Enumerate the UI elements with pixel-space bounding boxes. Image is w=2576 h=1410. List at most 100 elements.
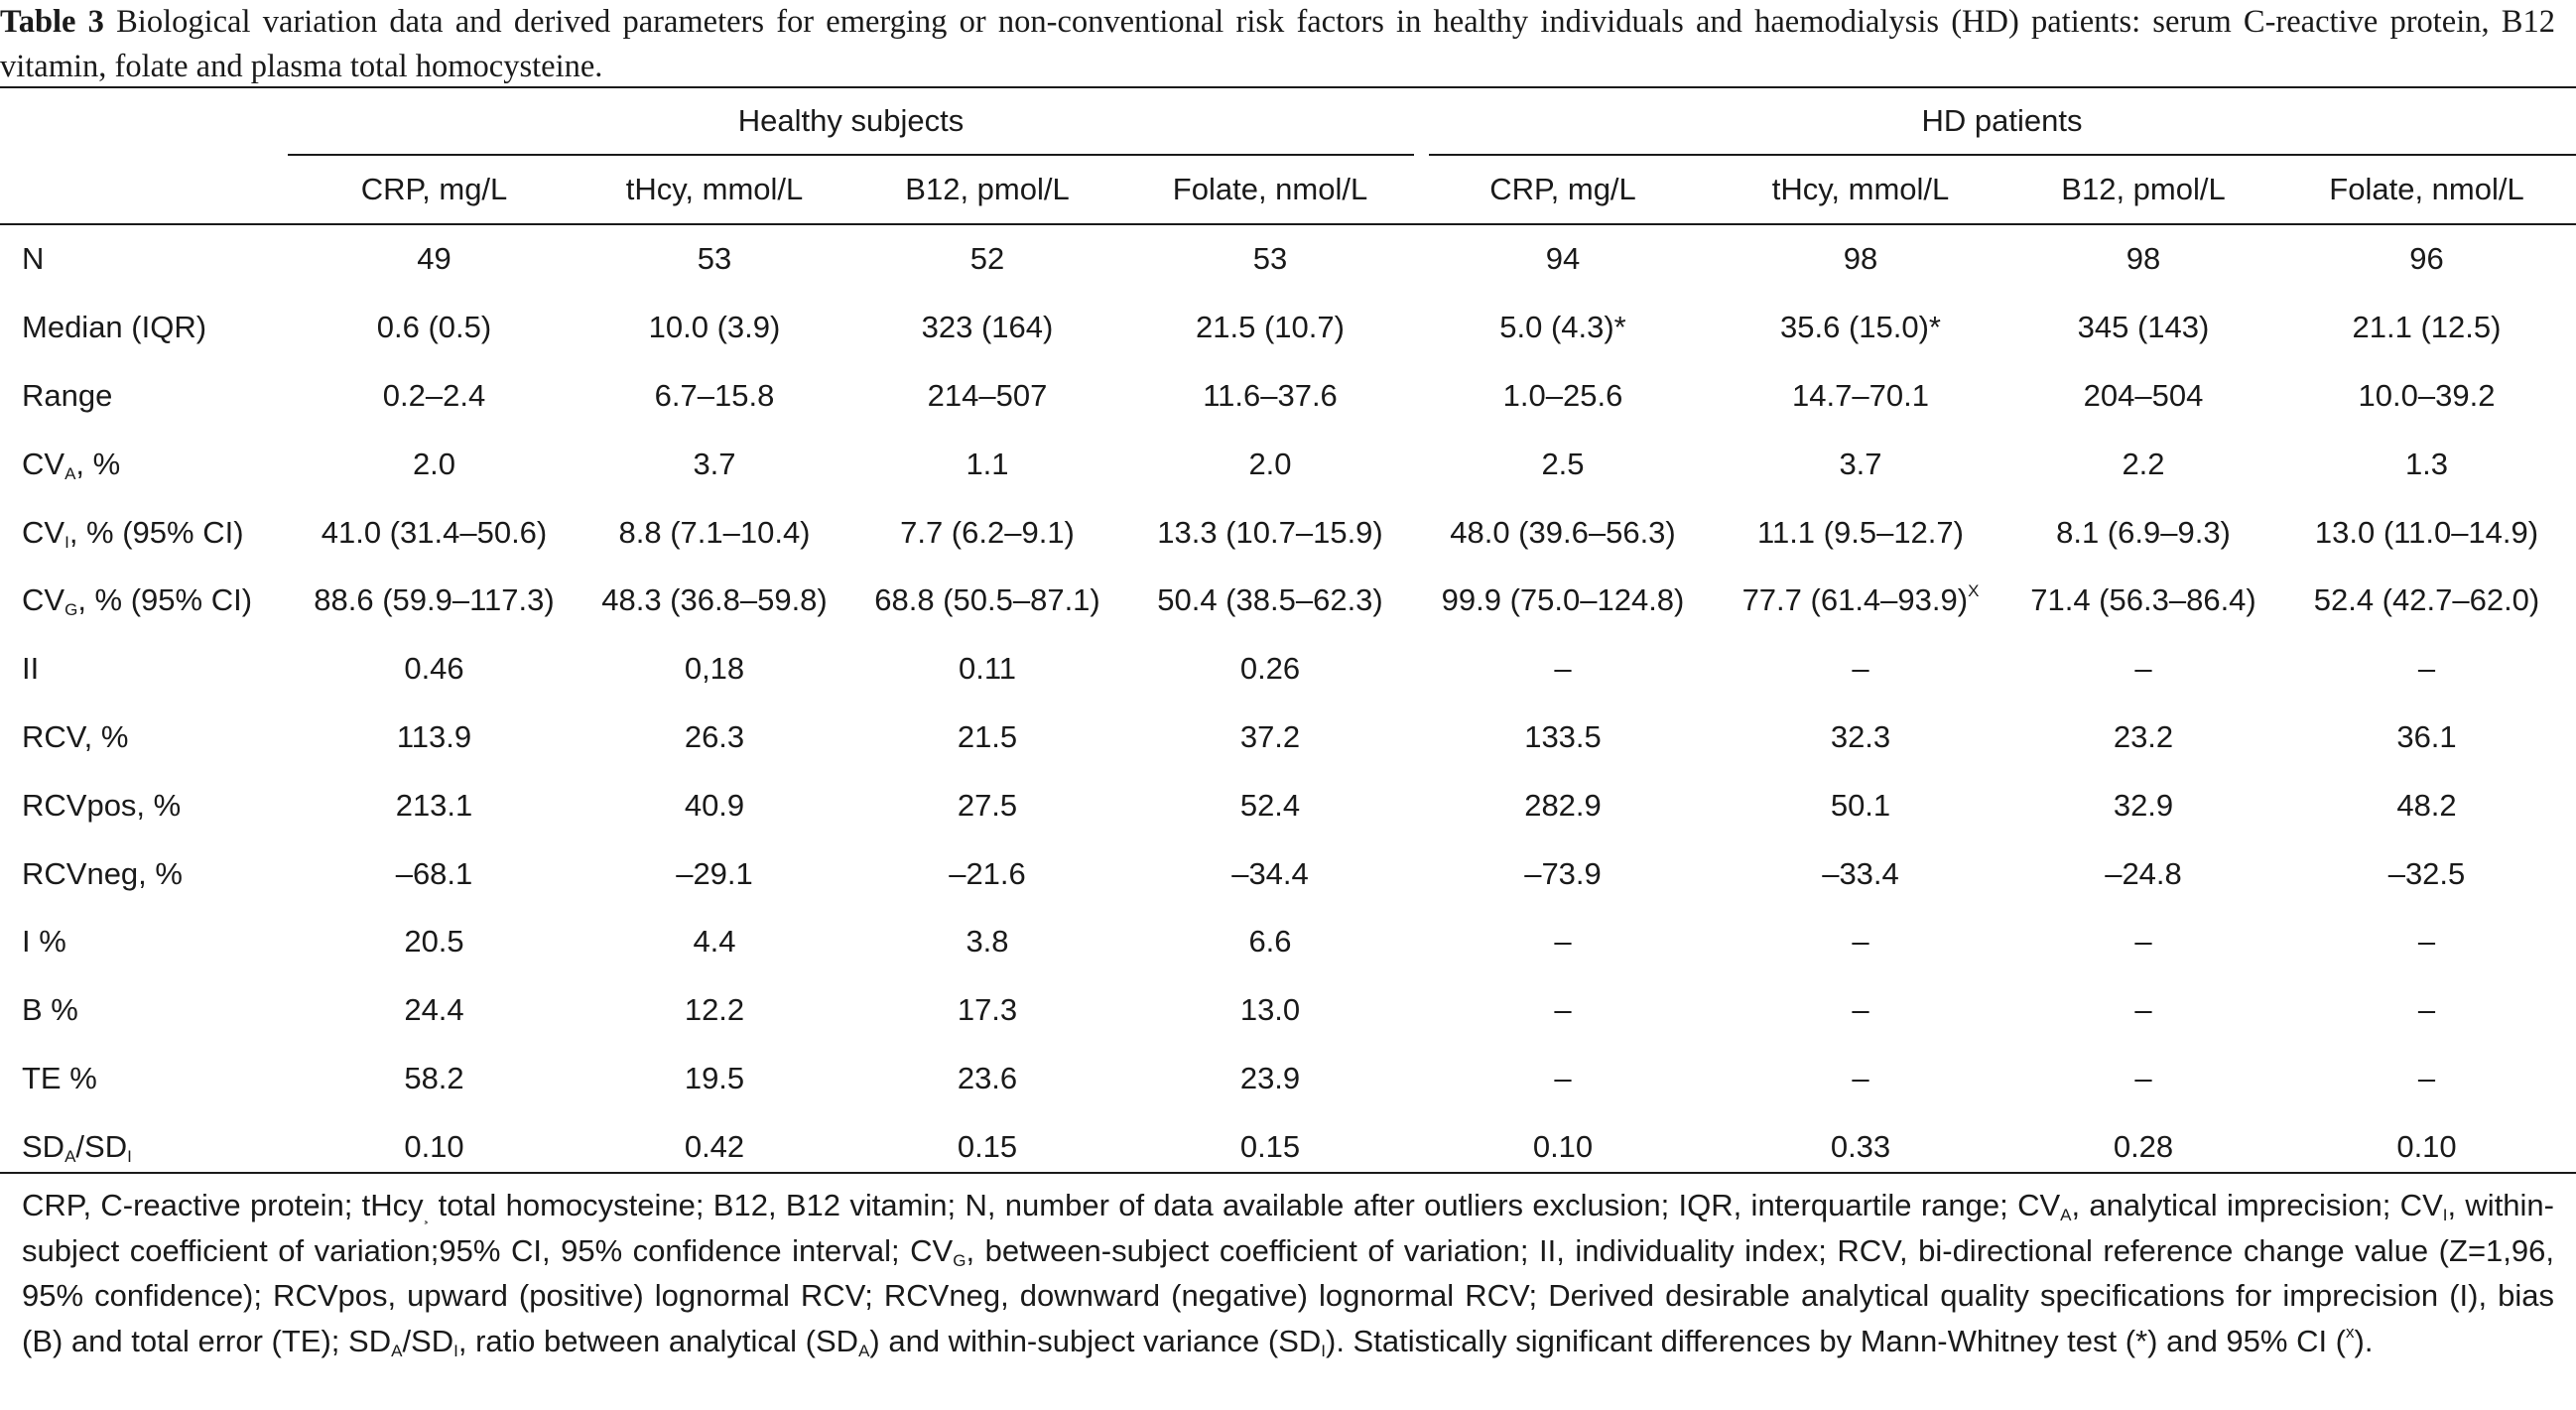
footnote-sub: I bbox=[453, 1341, 458, 1360]
row-label-suffix: , % (95% CI) bbox=[77, 582, 253, 618]
cell-value: 52 bbox=[969, 241, 1005, 277]
cell-value: – bbox=[1554, 992, 1572, 1028]
cell-value: 0.46 bbox=[404, 651, 464, 687]
table-cell: 23.6 bbox=[848, 1045, 1126, 1113]
footnote-text: /SD bbox=[402, 1323, 454, 1358]
table-caption: Table 3 Biological variation data and de… bbox=[0, 0, 2555, 89]
cell-value: – bbox=[1554, 651, 1572, 687]
cell-value: 58.2 bbox=[404, 1060, 464, 1095]
table-cell: –73.9 bbox=[1414, 839, 1712, 908]
cell-value: 94 bbox=[1545, 241, 1581, 277]
table-cell: 2.0 bbox=[288, 430, 580, 498]
cell-value: 6.6 bbox=[1248, 924, 1292, 960]
cell-value: 48.2 bbox=[2396, 787, 2457, 823]
table-cell: 32.3 bbox=[1712, 704, 2009, 772]
table-cell: 27.5 bbox=[848, 771, 1126, 839]
row-label: CVG, % (95% CI) bbox=[0, 567, 288, 635]
cell-value: 27.5 bbox=[957, 787, 1018, 823]
table-cell: 71.4 (56.3–86.4) bbox=[2009, 567, 2277, 635]
table-row: Range 0.2–2.4 6.7–15.8 214–507 11.6–37.6 1.0–… bbox=[0, 362, 2576, 431]
cell-value: 8.1 (6.9–9.3) bbox=[2056, 514, 2231, 550]
cell-value: 32.9 bbox=[2113, 787, 2174, 823]
row-label-subscript: I bbox=[64, 532, 69, 552]
footnote-text: ). bbox=[2354, 1323, 2374, 1358]
table-cell: – bbox=[2277, 908, 2576, 976]
table-cell: 40.9 bbox=[580, 771, 848, 839]
cell-value: – bbox=[2134, 651, 2152, 687]
cell-value: – bbox=[2417, 651, 2436, 687]
cell-value: 98 bbox=[1843, 241, 1878, 277]
footnote-text: , ratio between analytical (SD bbox=[457, 1323, 859, 1358]
col-header: Folate, nmol/L bbox=[1172, 172, 1368, 206]
group-rule-hd bbox=[1429, 154, 2576, 156]
cell-value: – bbox=[2134, 992, 2152, 1028]
footnote-text: ) and within-subject variance (SD bbox=[869, 1323, 1322, 1358]
table-row: CVI, % (95% CI) 41.0 (31.4–50.6) 8.8 (7.1–… bbox=[0, 498, 2576, 567]
bottom-rule bbox=[0, 1172, 2576, 1174]
cell-value: 17.3 bbox=[957, 992, 1018, 1028]
table-cell: 133.5 bbox=[1414, 704, 1712, 772]
row-label-text: B % bbox=[22, 992, 78, 1028]
cell-value: – bbox=[1852, 992, 1869, 1028]
table-cell: 0.10 bbox=[2277, 1112, 2576, 1181]
row-label: CVA, % bbox=[0, 430, 288, 498]
cell-value: 0.28 bbox=[2113, 1128, 2174, 1164]
table-cell: 48.2 bbox=[2277, 771, 2576, 839]
table-cell: 1.0–25.6 bbox=[1414, 362, 1712, 431]
row-label-text: RCVpos, % bbox=[22, 787, 182, 823]
table-cell: – bbox=[1414, 908, 1712, 976]
table-cell: 53 bbox=[1126, 225, 1414, 294]
table-cell: 37.2 bbox=[1126, 704, 1414, 772]
table-row: CVA, % 2.0 3.7 1.1 2.0 2.5 3.7 2.2 1.3 bbox=[0, 430, 2576, 498]
table-cell: 2.2 bbox=[2009, 430, 2277, 498]
table-cell: 213.1 bbox=[288, 771, 580, 839]
table-cell: 1.3 bbox=[2277, 430, 2576, 498]
table-cell: – bbox=[2277, 635, 2576, 704]
cell-value: 0.11 bbox=[958, 651, 1017, 687]
table-cell: 11.6–37.6 bbox=[1126, 362, 1414, 431]
cell-value: 32.3 bbox=[1830, 718, 1891, 754]
footnote-text: , analytical imprecision; CV bbox=[2071, 1188, 2443, 1222]
table-cell: 345 (143) bbox=[2009, 294, 2277, 362]
col-header: B12, pmol/L bbox=[2061, 172, 2226, 206]
table-cell: 0.15 bbox=[848, 1112, 1126, 1181]
cell-value: – bbox=[2134, 1060, 2152, 1095]
footnote-sub: I bbox=[2442, 1206, 2448, 1224]
row-label-text: Median (IQR) bbox=[22, 310, 207, 345]
cell-value: 41.0 (31.4–50.6) bbox=[321, 514, 548, 550]
data-table: CRP, mg/L tHcy, mmol/L B12, pmol/L Folat… bbox=[0, 154, 2576, 1181]
cell-value: 3.7 bbox=[693, 446, 736, 481]
row-label-text: CV bbox=[22, 446, 65, 481]
table-cell: 323 (164) bbox=[848, 294, 1126, 362]
row-label-subscript: A bbox=[64, 1146, 76, 1166]
table-cell: 21.5 (10.7) bbox=[1126, 294, 1414, 362]
table-cell: 2.0 bbox=[1126, 430, 1414, 498]
table-cell: 68.8 (50.5–87.1) bbox=[848, 567, 1126, 635]
row-label: CVI, % (95% CI) bbox=[0, 498, 288, 567]
cell-value: 12.2 bbox=[684, 992, 745, 1028]
col-header: tHcy, mmol/L bbox=[1771, 172, 1950, 206]
row-label-text: SD bbox=[22, 1128, 65, 1164]
table-row: B % 24.4 12.2 17.3 13.0 – – – – bbox=[0, 976, 2576, 1045]
table-cell: 21.5 bbox=[848, 704, 1126, 772]
cell-value: 3.8 bbox=[966, 924, 1009, 960]
table-cell: –32.5 bbox=[2277, 839, 2576, 908]
table-row: SDA/SDI 0.10 0.42 0.15 0.15 0.10 0.33 0.28 0.10 bbox=[0, 1112, 2576, 1181]
cell-value: 213.1 bbox=[395, 787, 473, 823]
cell-value: 13.3 (10.7–15.9) bbox=[1157, 514, 1383, 550]
row-label-text: RCVneg, % bbox=[22, 855, 183, 891]
table-cell: 113.9 bbox=[288, 704, 580, 772]
table-cell: 13.0 bbox=[1126, 976, 1414, 1045]
top-rule bbox=[0, 86, 2576, 88]
table-cell: 53 bbox=[580, 225, 848, 294]
cell-value: 19.5 bbox=[684, 1060, 745, 1095]
cell-value: 0.6 (0.5) bbox=[376, 310, 492, 345]
cell-value: 0.10 bbox=[1532, 1128, 1594, 1164]
table-cell: –34.4 bbox=[1126, 839, 1414, 908]
row-label-text: Range bbox=[22, 377, 113, 413]
row-label-text: N bbox=[22, 241, 45, 277]
row-label-subscript: A bbox=[64, 463, 76, 483]
table-cell: 0,18 bbox=[580, 635, 848, 704]
table-cell: – bbox=[2009, 1045, 2277, 1113]
table-cell: 24.4 bbox=[288, 976, 580, 1045]
